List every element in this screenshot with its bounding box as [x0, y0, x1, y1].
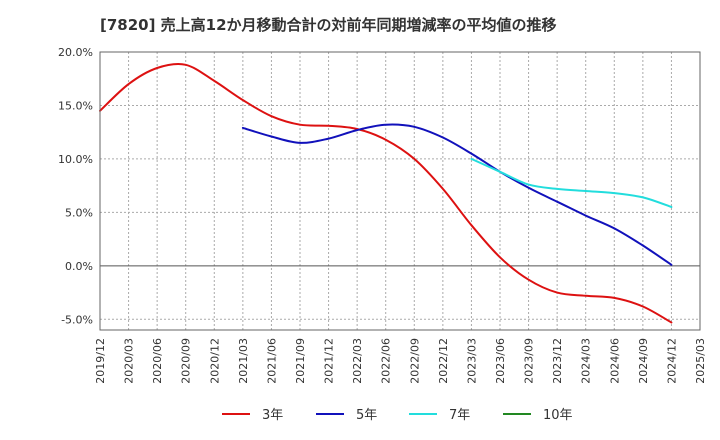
legend-label: 7年 — [449, 408, 470, 423]
y-tick-label: 0.0% — [65, 260, 93, 273]
x-tick-label: 2021/06 — [265, 338, 278, 384]
x-tick-label: 2023/06 — [494, 338, 507, 384]
y-tick-label: -5.0% — [61, 313, 93, 326]
legend-label: 3年 — [262, 408, 283, 423]
x-tick-label: 2021/12 — [323, 338, 336, 384]
x-tick-label: 2020/06 — [151, 338, 164, 384]
x-tick-label: 2020/12 — [208, 338, 221, 384]
y-tick-label: 20.0% — [58, 46, 93, 59]
series-lines — [99, 62, 673, 324]
y-tick-label: 10.0% — [58, 153, 93, 166]
x-axis: 2019/12 2020/03 2020/06 2020/09 2020/12 2021/… — [94, 338, 707, 384]
x-tick-label: 2024/09 — [637, 338, 650, 384]
x-tick-label: 2023/09 — [523, 338, 536, 384]
x-tick-label: 2025/03 — [694, 338, 707, 384]
x-tick-label: 2021/03 — [237, 338, 250, 384]
x-tick-label: 2023/12 — [551, 338, 564, 384]
x-tick-label: 2024/12 — [665, 338, 678, 384]
x-tick-label: 2020/09 — [180, 338, 193, 384]
plot-border — [99, 51, 701, 331]
series-line-3年 — [99, 62, 673, 324]
chart-title: [7820] 売上高12か月移動合計の対前年同期増減率の平均値の推移 — [100, 16, 557, 34]
x-tick-label: 2021/09 — [294, 338, 307, 384]
legend-label: 5年 — [356, 408, 377, 423]
series-line-5年 — [241, 123, 673, 266]
x-tick-label: 2022/03 — [351, 338, 364, 384]
x-tick-label: 2022/06 — [380, 338, 393, 384]
y-axis: 20.0% 15.0% 10.0% 5.0% 0.0% -5.0% — [58, 46, 93, 326]
y-tick-label: 5.0% — [65, 206, 93, 219]
x-tick-label: 2024/03 — [580, 338, 593, 384]
x-tick-label: 2023/03 — [465, 338, 478, 384]
legend-label: 10年 — [543, 408, 573, 423]
plot-area — [100, 52, 700, 330]
series-line-7年 — [470, 157, 673, 208]
x-tick-label: 2022/09 — [408, 338, 421, 384]
legend: 3年 5年 7年 10年 — [222, 408, 573, 423]
x-tick-label: 2022/12 — [437, 338, 450, 384]
x-tick-label: 2019/12 — [94, 338, 107, 384]
x-tick-label: 2020/03 — [123, 338, 136, 384]
x-tick-label: 2024/06 — [608, 338, 621, 384]
y-tick-label: 15.0% — [58, 99, 93, 112]
